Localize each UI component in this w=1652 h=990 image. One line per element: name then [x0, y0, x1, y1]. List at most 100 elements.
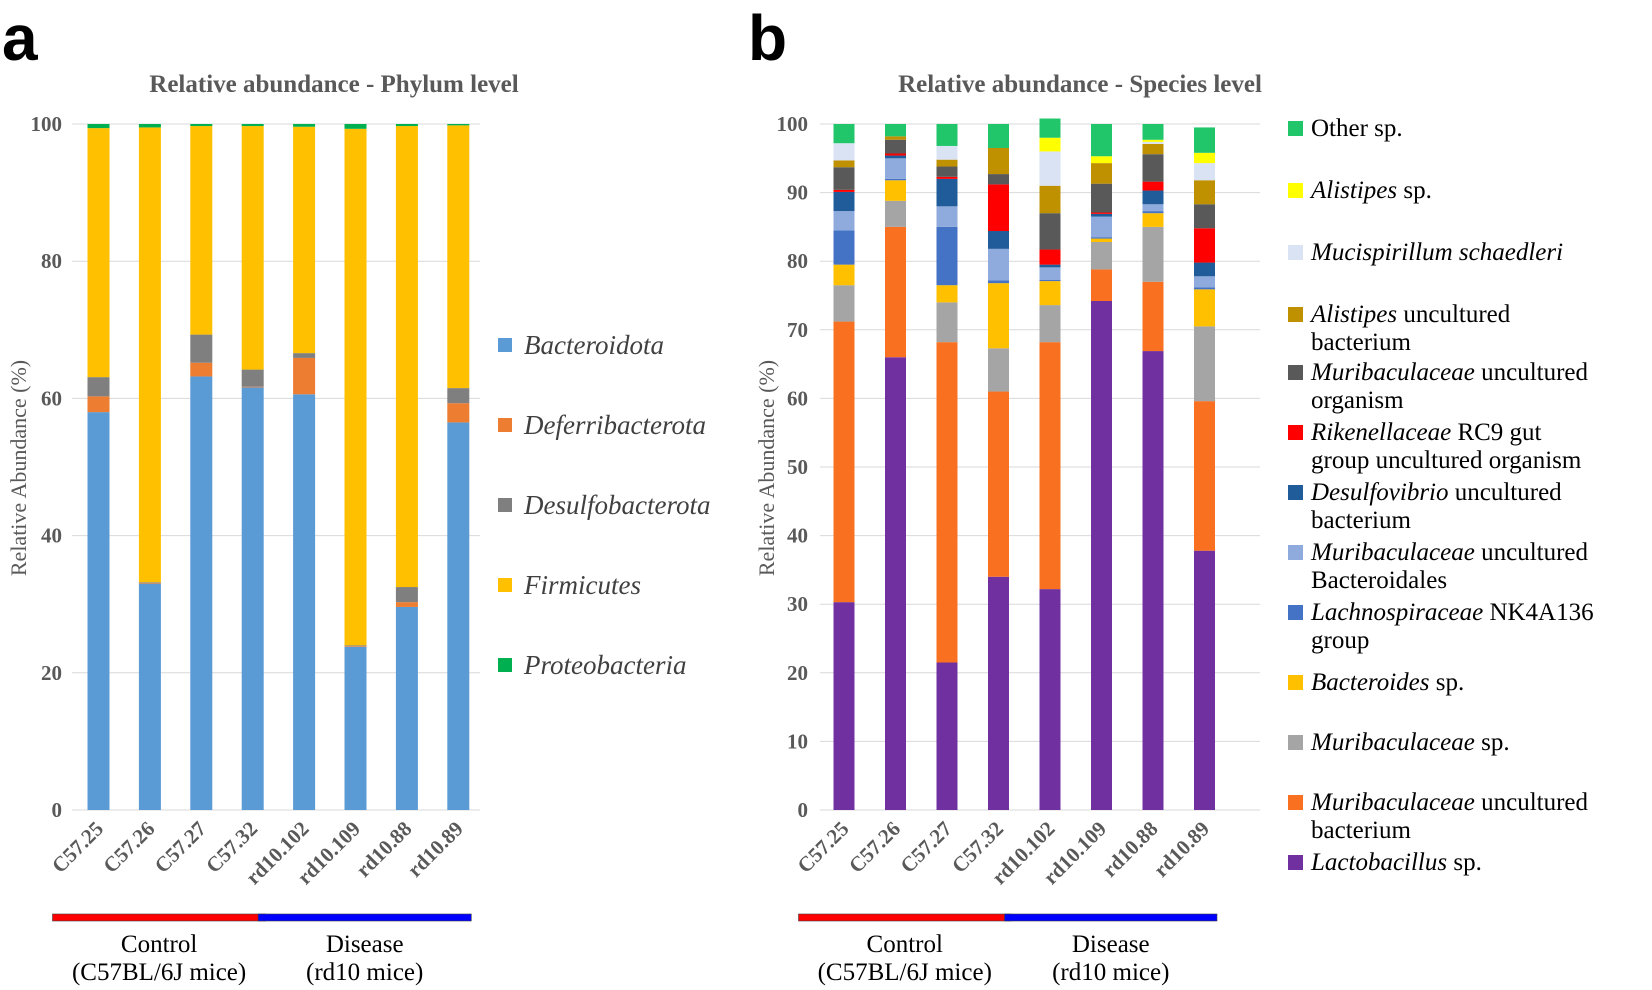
legend-swatch-8	[1288, 365, 1303, 380]
bar-segment-rd10.89-2	[447, 388, 470, 404]
group-label-1: Disease	[1072, 931, 1150, 958]
legend-rest-part: NK4A136	[1483, 599, 1593, 626]
bar-segment-C57.27-1	[190, 362, 213, 377]
legend-label-0: Lactobacillus sp.	[1310, 849, 1482, 876]
legend-rest-part: uncultured	[1475, 539, 1589, 566]
legend-italic-part: Muribaculaceae	[1310, 359, 1475, 386]
bar-segment-C57.25-4	[833, 230, 855, 265]
bar-segment-rd10.88-12	[1142, 124, 1164, 140]
y-tick-label: 40	[787, 524, 808, 548]
y-tick-label: 100	[777, 112, 809, 136]
y-tick-label: 20	[787, 661, 808, 685]
bar-segment-rd10.109-9	[1091, 163, 1112, 184]
bar-segment-rd10.109-8	[1091, 183, 1112, 213]
bar-segment-C57.32-0	[988, 576, 1009, 810]
bar-segment-C57.26-12	[885, 124, 906, 137]
legend-swatch-9	[1288, 307, 1303, 322]
bar-segment-C57.27-4	[936, 226, 958, 286]
chart-b-plot: 0 10 20 30 40 50 60 70 80 90 100 C57.25C57.26C57.27…	[777, 112, 1260, 986]
bar-segment-C57.32-3	[241, 126, 264, 370]
y-tick-label: 40	[41, 524, 62, 548]
bar-segment-rd10.88-3	[1142, 213, 1164, 227]
bar-segment-rd10.88-4	[395, 124, 418, 127]
bar-segment-C57.25-3	[87, 128, 110, 378]
group-sublabel-0: (C57BL/6J mice)	[818, 959, 992, 986]
legend-label-line2-1: bacterium	[1311, 817, 1412, 844]
legend-italic-part: Alistipes	[1309, 177, 1397, 204]
legend-italic-part: Desulfovibrio	[1310, 479, 1449, 506]
legend-swatch-3	[498, 578, 512, 592]
bar-segment-C57.32-0	[241, 387, 264, 810]
bar-segment-C57.27-5	[936, 206, 958, 227]
bar-segment-rd10.102-1	[293, 357, 316, 395]
legend-label-3: Bacteroides sp.	[1311, 669, 1464, 696]
group-bar-0	[798, 913, 1012, 922]
legend-italic-part: Mucispirillum schaedleri	[1310, 239, 1563, 266]
y-tick-label: 20	[41, 661, 62, 685]
x-tick-label: C57.25	[47, 817, 108, 878]
bar-segment-C57.25-0	[87, 412, 110, 810]
bar-segment-rd10.102-12	[1039, 118, 1061, 138]
bar-segment-rd10.88-1	[395, 602, 418, 607]
legend-label-line2-5: Bacteroidales	[1311, 567, 1447, 594]
bar-segment-C57.26-1	[885, 226, 906, 358]
y-tick-label: 80	[787, 249, 808, 273]
bar-segment-C57.25-7	[833, 189, 855, 192]
chart-a-legend: Bacteroidota Deferribacterota Desulfobacte…	[498, 330, 710, 680]
x-tick-label: C57.26	[98, 817, 159, 878]
legend-label-1: Muribaculaceae uncultured	[1310, 789, 1589, 816]
group-label-0: Control	[867, 931, 943, 958]
legend-swatch-4	[1288, 605, 1303, 620]
bar-segment-C57.26-7	[885, 153, 906, 156]
legend-rest-part: uncultured	[1475, 789, 1589, 816]
bar-segment-rd10.102-9	[1039, 185, 1061, 214]
bar-segment-rd10.109-4	[344, 124, 367, 129]
bar-segment-rd10.102-1	[1039, 342, 1061, 590]
panel-label-b: b	[748, 2, 787, 74]
y-tick-label: 80	[41, 249, 62, 273]
bar-segment-C57.26-1	[138, 582, 161, 584]
y-tick-label: 30	[787, 592, 808, 616]
bar-segment-rd10.88-9	[1142, 143, 1164, 155]
bar-segment-rd10.89-4	[447, 124, 470, 126]
legend-swatch-6	[1288, 485, 1303, 500]
bar-segment-C57.27-2	[190, 334, 213, 363]
legend-label-line2-8: organism	[1311, 387, 1404, 414]
bar-segment-rd10.89-10	[1194, 163, 1215, 181]
bar-segment-rd10.88-10	[1142, 141, 1164, 144]
bar-segment-C57.32-12	[988, 124, 1009, 149]
bar-segment-rd10.88-2	[395, 587, 418, 603]
bar-segment-C57.25-1	[87, 396, 110, 413]
bar-segment-C57.32-4	[988, 280, 1009, 284]
bar-segment-rd10.89-9	[1194, 180, 1215, 205]
chart-a-plot: 020406080100C57.25C57.26C57.27C57.32rd10…	[31, 112, 480, 986]
bar-segment-rd10.89-12	[1194, 127, 1215, 153]
bar-segment-C57.26-3	[885, 180, 906, 201]
bar-segment-rd10.109-1	[1091, 269, 1112, 301]
bar-segment-rd10.109-12	[1091, 124, 1112, 157]
group-label-0: Control	[121, 931, 197, 958]
bar-segment-rd10.109-2	[1091, 241, 1112, 270]
bar-segment-C57.32-4	[241, 124, 264, 127]
bar-segment-C57.26-9	[885, 136, 906, 140]
bar-segment-rd10.109-6	[1091, 213, 1112, 217]
bar-segment-rd10.89-3	[1194, 289, 1215, 327]
bar-segment-rd10.89-0	[447, 422, 470, 810]
bar-segment-rd10.88-0	[395, 606, 418, 810]
y-tick-label: 10	[787, 729, 808, 753]
bar-segment-rd10.109-4	[1091, 237, 1112, 239]
bar-segment-C57.26-0	[885, 357, 906, 810]
bar-segment-rd10.109-3	[1091, 238, 1112, 242]
bar-segment-rd10.89-2	[1194, 326, 1215, 402]
bar-segment-rd10.102-4	[293, 124, 316, 127]
legend-italic-part: Lactobacillus	[1310, 849, 1447, 876]
bar-segment-C57.26-4	[138, 124, 161, 128]
bar-segment-C57.32-5	[988, 248, 1009, 281]
bar-segment-rd10.102-8	[1039, 213, 1061, 250]
bar-segment-rd10.89-6	[1194, 262, 1215, 277]
bar-segment-C57.25-1	[833, 321, 855, 603]
legend-italic-part: Muribaculaceae	[1310, 729, 1475, 756]
bar-segment-rd10.109-3	[344, 128, 367, 646]
legend-label-6: Desulfovibrio uncultured	[1310, 479, 1562, 506]
